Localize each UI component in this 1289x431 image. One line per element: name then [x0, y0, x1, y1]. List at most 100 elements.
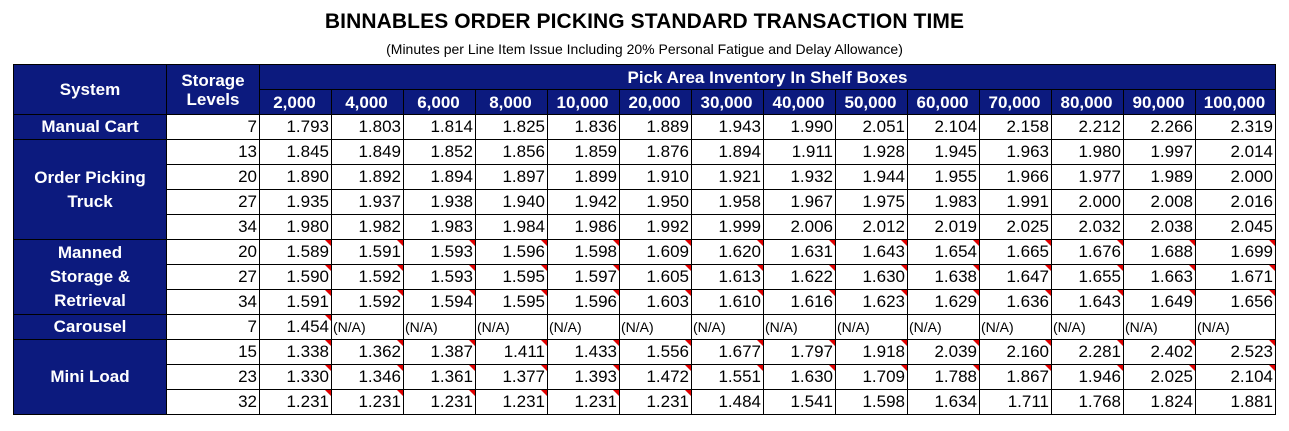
time-value-cell: 1.699: [1195, 239, 1276, 265]
time-value-cell: 1.231: [475, 389, 548, 415]
table-row: 27 1.590 1.592 1.593 1.595 1.597 1.605 1.613 1.6…: [14, 264, 1276, 290]
table-row: 20 1.890 1.892 1.894 1.897 1.899 1.910 1.921 1.9…: [14, 164, 1276, 190]
time-value-cell: 2.032: [1051, 214, 1124, 240]
time-value-cell: 1.911: [763, 139, 836, 165]
time-value-cell: 1.592: [331, 264, 404, 290]
time-value-cell: 1.955: [907, 164, 980, 190]
storage-level-cell: 27: [166, 189, 260, 215]
time-value-cell: 1.643: [1051, 289, 1124, 315]
time-value-cell: 1.768: [1051, 389, 1124, 415]
time-value-cell: 1.603: [619, 289, 692, 315]
system-label-line: Carousel: [53, 317, 127, 336]
time-value-cell: 1.688: [1123, 239, 1196, 265]
time-value-cell: 1.634: [907, 389, 980, 415]
time-value-cell: 1.472: [619, 364, 692, 390]
time-value-cell: 1.638: [907, 264, 980, 290]
column-header: 4,000: [331, 89, 404, 115]
time-value-cell: 1.938: [403, 189, 476, 215]
time-value-cell: 1.867: [979, 364, 1052, 390]
column-header: 2,000: [259, 89, 332, 115]
not-applicable-cell: (N/A): [763, 314, 836, 340]
time-value-cell: 1.950: [619, 189, 692, 215]
column-header: 30,000: [691, 89, 764, 115]
time-value-cell: 1.598: [835, 389, 908, 415]
time-value-cell: 1.613: [691, 264, 764, 290]
time-value-cell: 1.963: [979, 139, 1052, 165]
time-value-cell: 1.609: [619, 239, 692, 265]
header-row-1: System Storage Levels Pick Area Inventor…: [13, 64, 1276, 115]
storage-level-cell: 27: [166, 264, 260, 290]
table-row: 23 1.330 1.346 1.361 1.377 1.393 1.472 1.551 1.6…: [14, 364, 1276, 390]
storage-level-cell: 20: [166, 164, 260, 190]
time-value-cell: 1.630: [763, 364, 836, 390]
system-label-line: Manned: [57, 243, 123, 262]
time-value-cell: 1.616: [763, 289, 836, 315]
not-applicable-cell: (N/A): [907, 314, 980, 340]
time-value-cell: 1.649: [1123, 289, 1196, 315]
time-value-cell: 1.983: [907, 189, 980, 215]
time-value-cell: 1.362: [331, 339, 404, 365]
time-value-cell: 1.654: [907, 239, 980, 265]
time-value-cell: 1.937: [331, 189, 404, 215]
system-cell: Manual Cart: [13, 114, 167, 140]
not-applicable-cell: (N/A): [1123, 314, 1196, 340]
system-label-line: Manual Cart: [41, 117, 139, 136]
table-row: Order Picking Truck 13 1.845 1.849 1.852 1.856…: [13, 139, 1276, 240]
storage-levels-header: Storage Levels: [166, 64, 260, 115]
time-value-cell: 1.958: [691, 189, 764, 215]
storage-level-cell: 23: [166, 364, 260, 390]
system-cell: Order Picking Truck: [13, 139, 167, 240]
time-value-cell: 2.104: [907, 114, 980, 140]
time-value-cell: 2.281: [1051, 339, 1124, 365]
table-row: 34 1.591 1.592 1.594 1.595 1.596 1.603 1.610 1.6…: [14, 289, 1276, 315]
time-value-cell: 1.598: [547, 239, 620, 265]
time-value-cell: 1.596: [475, 239, 548, 265]
time-value-cell: 1.986: [547, 214, 620, 240]
system-label-line: Retrieval: [54, 291, 126, 310]
column-header: 10,000: [547, 89, 620, 115]
time-value-cell: 1.980: [1051, 139, 1124, 165]
not-applicable-cell: (N/A): [547, 314, 620, 340]
time-value-cell: 1.894: [691, 139, 764, 165]
table-row: Carousel 7 1.454 (N/A) (N/A) (N/A) (N/A) (N/A)(…: [13, 314, 1276, 340]
time-value-cell: 1.814: [403, 114, 476, 140]
page-subtitle: (Minutes per Line Item Issue Including 2…: [386, 41, 903, 57]
time-value-cell: 1.631: [763, 239, 836, 265]
time-value-cell: 1.982: [331, 214, 404, 240]
transaction-time-table: System Storage Levels Pick Area Inventor…: [13, 64, 1276, 415]
time-value-cell: 1.990: [763, 114, 836, 140]
time-value-cell: 1.393: [547, 364, 620, 390]
time-value-cell: 1.595: [475, 289, 548, 315]
system-cell: Manned Storage & Retrieval: [13, 239, 167, 315]
time-value-cell: 1.942: [547, 189, 620, 215]
storage-level-cell: 7: [166, 314, 260, 340]
time-value-cell: 1.589: [259, 239, 332, 265]
time-value-cell: 1.852: [403, 139, 476, 165]
time-value-cell: 1.899: [547, 164, 620, 190]
column-header: 40,000: [763, 89, 836, 115]
time-value-cell: 1.940: [475, 189, 548, 215]
not-applicable-cell: (N/A): [403, 314, 476, 340]
not-applicable-cell: (N/A): [475, 314, 548, 340]
time-value-cell: 1.881: [1195, 389, 1276, 415]
system-label-line: Order Picking: [34, 167, 146, 187]
time-value-cell: 1.711: [979, 389, 1052, 415]
page-title: BINNABLES ORDER PICKING STANDARD TRANSAC…: [324, 10, 965, 33]
storage-level-cell: 13: [166, 139, 260, 165]
time-value-cell: 2.266: [1123, 114, 1196, 140]
storage-level-cell: 15: [166, 339, 260, 365]
time-value-cell: 1.231: [547, 389, 620, 415]
time-value-cell: 1.676: [1051, 239, 1124, 265]
storage-levels-header-line1: Storage: [181, 70, 245, 90]
column-header: 6,000: [403, 89, 476, 115]
time-value-cell: 1.655: [1051, 264, 1124, 290]
time-value-cell: 1.889: [619, 114, 692, 140]
time-value-cell: 2.016: [1195, 189, 1276, 215]
time-value-cell: 1.793: [259, 114, 332, 140]
time-value-cell: 1.980: [259, 214, 332, 240]
time-value-cell: 1.330: [259, 364, 332, 390]
time-value-cell: 1.945: [907, 139, 980, 165]
time-value-cell: 1.556: [619, 339, 692, 365]
time-value-cell: 1.856: [475, 139, 548, 165]
time-value-cell: 1.231: [259, 389, 332, 415]
